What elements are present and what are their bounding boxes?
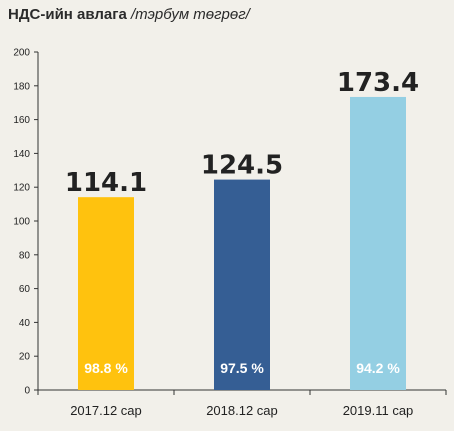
bar-inner-label: 98.8 %: [84, 360, 128, 376]
bar-inner-label: 97.5 %: [220, 360, 264, 376]
y-tick-label: 180: [13, 81, 30, 92]
bar: [78, 197, 134, 390]
y-tick-label: 200: [13, 48, 30, 59]
y-tick-label: 160: [13, 115, 30, 126]
y-tick-label: 0: [24, 386, 30, 397]
bar-value-label: 173.4: [337, 68, 419, 98]
bar-value-label: 114.1: [65, 168, 147, 198]
y-tick-label: 100: [13, 217, 30, 228]
y-tick-label: 120: [13, 183, 30, 194]
bar-inner-label: 94.2 %: [356, 360, 400, 376]
y-tick-label: 60: [19, 284, 31, 295]
y-tick-label: 140: [13, 149, 30, 160]
y-tick-label: 80: [19, 250, 31, 261]
y-tick-label: 40: [19, 318, 31, 329]
chart-title: НДС-ийн авлага /тэрбум төгрөг/: [8, 6, 250, 23]
chart-title-subtitle: /тэрбум төгрөг/: [131, 6, 250, 23]
bar-value-label: 124.5: [201, 151, 283, 181]
bar: [214, 179, 270, 390]
x-category-label: 2018.12 сар: [206, 403, 278, 418]
bar: [350, 96, 406, 390]
chart-title-main: НДС-ийн авлага: [8, 6, 127, 23]
chart-labels: 114.1 98.8 % 2017.12 сар 124.5 97.5 % 2018.12…: [65, 68, 419, 418]
chart-bars: [78, 96, 406, 390]
y-tick-label: 20: [19, 352, 31, 363]
x-category-label: 2017.12 сар: [70, 403, 142, 418]
x-category-label: 2019.11 сар: [343, 403, 414, 418]
